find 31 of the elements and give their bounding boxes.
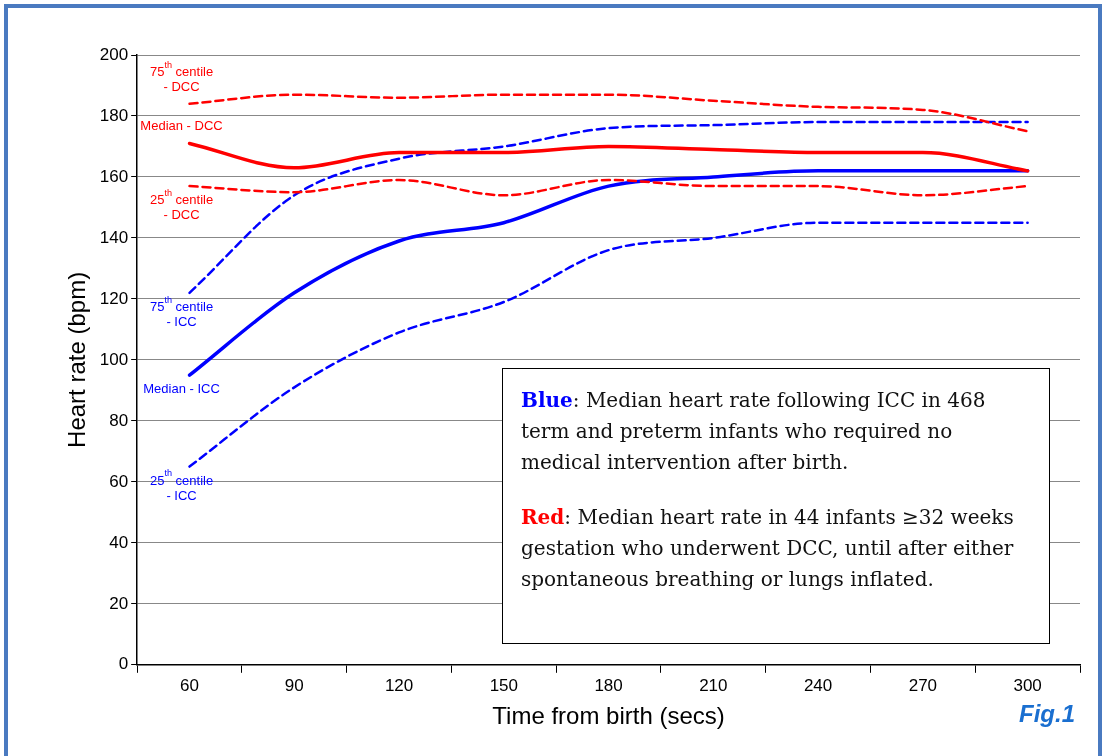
series-label: Median - ICC <box>143 381 220 397</box>
y-tick-label: 40 <box>109 532 129 552</box>
line-series <box>188 178 1029 197</box>
x-tick-label: 270 <box>908 675 938 695</box>
x-tick-label: 300 <box>1013 675 1042 695</box>
text-box: Blue: Median heart rate following ICC in 468 term and preterm infants who required no medical intervention after birth. Red: Median heart rate in 44 infants ≥32 weeks gestation who underwent DCC, until after either spontaneous breathing or lungs inflated. <box>502 368 1050 644</box>
y-tick-label: 180 <box>99 105 129 125</box>
y-axis-title: Heart rate (bpm) <box>63 271 91 448</box>
y-tick-label: 200 <box>99 44 129 64</box>
x-tick-label: 120 <box>384 675 414 695</box>
annotation: Blue: Median heart rate following ICC in 468 term and preterm infants who required no medical intervention after birth. <box>521 387 987 476</box>
caption: Fig.1 <box>1018 700 1075 728</box>
annotation: Red: Median heart rate in 44 infants ≥32 weeks gestation who underwent DCC, until after either spontaneous breathing or lungs inflated. <box>521 504 1015 593</box>
y-tick-label: 80 <box>109 410 129 430</box>
y-tick-label: 20 <box>109 593 129 613</box>
series-label: Median - DCC <box>140 118 223 134</box>
x-tick-label: 210 <box>699 675 728 695</box>
x-tick-label: 240 <box>803 675 833 695</box>
y-tick-label: 120 <box>99 288 129 308</box>
y-tick-label: 140 <box>99 227 129 247</box>
x-tick-label: 180 <box>594 675 623 695</box>
x-tick-label: 90 <box>284 675 304 695</box>
x-axis-title: Time from birth (secs) <box>492 702 725 730</box>
y-tick-label: 160 <box>99 166 129 186</box>
y-tick-label: 100 <box>99 349 129 369</box>
y-tick-label: 0 <box>118 654 129 674</box>
line-series <box>187 141 1030 173</box>
line-series <box>188 93 1029 133</box>
x-tick-label: 60 <box>180 675 199 695</box>
y-tick-label: 60 <box>109 471 129 491</box>
x-tick-label: 150 <box>489 675 519 695</box>
